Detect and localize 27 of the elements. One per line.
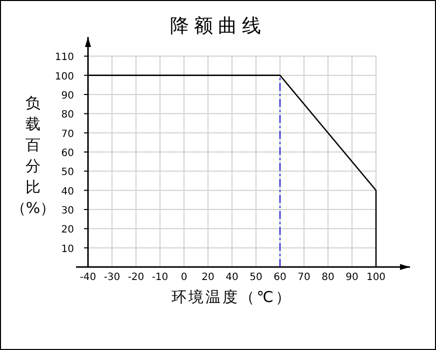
x-tick-label: -30 bbox=[104, 272, 120, 283]
y-tick-label: 40 bbox=[61, 186, 74, 198]
y-tick-label: 110 bbox=[54, 52, 74, 64]
y-tick-label: 90 bbox=[61, 90, 74, 102]
chart-title: 降额曲线 bbox=[170, 15, 266, 37]
x-tick-label: 70 bbox=[298, 272, 310, 283]
y-tick-label: 50 bbox=[61, 167, 74, 178]
x-tick-label: 80 bbox=[322, 272, 334, 283]
x-tick-label: 100 bbox=[366, 272, 386, 283]
x-tick-label: -10 bbox=[152, 272, 168, 283]
y-tick-label: 100 bbox=[54, 71, 74, 82]
x-tick-label: 40 bbox=[226, 272, 238, 283]
x-tick-label: 60 bbox=[274, 272, 286, 283]
y-tick-label: 20 bbox=[61, 224, 74, 236]
y-tick-label: 10 bbox=[61, 244, 74, 255]
x-tick-label: 20 bbox=[202, 272, 214, 283]
y-tick-label: 70 bbox=[61, 128, 74, 140]
x-tick-label: 50 bbox=[250, 272, 262, 283]
x-axis-title: 环境温度（℃） bbox=[172, 288, 292, 306]
y-axis-title: 负载百分比（%） bbox=[10, 94, 56, 217]
y-tick-label: 30 bbox=[61, 206, 74, 216]
y-tick-label: 60 bbox=[61, 148, 74, 159]
x-tick-label: 0 bbox=[180, 272, 188, 283]
x-tick-label: 90 bbox=[346, 272, 358, 283]
x-tick-label: -40 bbox=[80, 272, 96, 283]
y-tick-label: 80 bbox=[61, 110, 74, 121]
x-tick-label: -20 bbox=[128, 272, 144, 283]
